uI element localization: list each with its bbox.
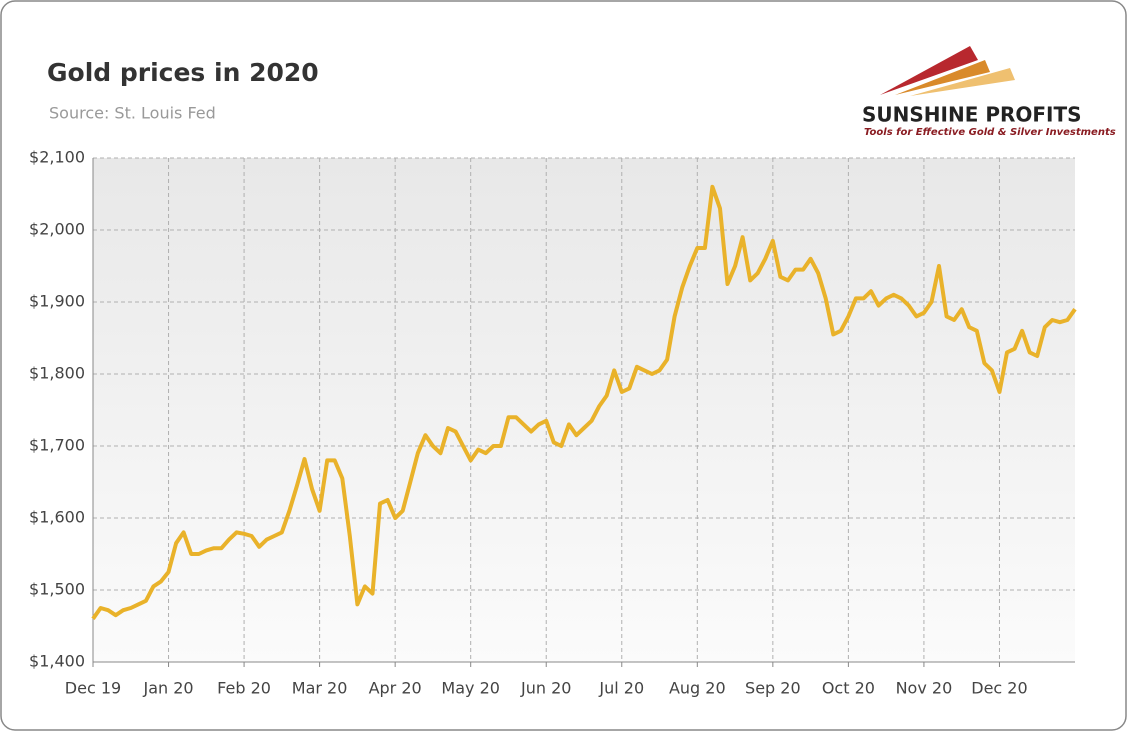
x-tick-label: Dec 19 xyxy=(65,679,121,698)
y-tick-label: $1,400 xyxy=(29,652,85,671)
y-tick-label: $1,700 xyxy=(29,436,85,455)
x-tick-label: Jun 20 xyxy=(520,679,571,698)
y-tick-label: $1,900 xyxy=(29,292,85,311)
chart-subtitle: Source: St. Louis Fed xyxy=(49,104,216,123)
chart-title: Gold prices in 2020 xyxy=(47,58,319,87)
x-tick-label: May 20 xyxy=(441,679,500,698)
price-line xyxy=(91,184,1077,620)
x-tick-label: Feb 20 xyxy=(217,679,271,698)
x-tick-label: Mar 20 xyxy=(292,679,348,698)
y-tick-label: $2,000 xyxy=(29,220,85,239)
x-tick-label: Dec 20 xyxy=(971,679,1027,698)
x-tick-label: Aug 20 xyxy=(669,679,726,698)
y-tick-label: $1,600 xyxy=(29,508,85,527)
x-tick-label: Apr 20 xyxy=(369,679,422,698)
x-tick-label: Nov 20 xyxy=(896,679,953,698)
logo-arrow xyxy=(880,46,978,95)
x-tick-label: Sep 20 xyxy=(745,679,801,698)
logo: SUNSHINE PROFITS Tools for Effective Gol… xyxy=(862,46,1116,138)
x-tick-label: Jan 20 xyxy=(142,679,193,698)
y-tick-label: $2,100 xyxy=(29,148,85,167)
logo-arrow xyxy=(895,60,990,95)
logo-tagline: Tools for Effective Gold & Silver Invest… xyxy=(864,127,1116,138)
logo-arrow xyxy=(910,68,1015,96)
x-tick-label: Jul 20 xyxy=(598,679,644,698)
logo-name: SUNSHINE PROFITS xyxy=(862,103,1082,127)
x-tick-label: Oct 20 xyxy=(822,679,875,698)
y-tick-label: $1,800 xyxy=(29,364,85,383)
plot-area xyxy=(93,158,1075,662)
y-tick-label: $1,500 xyxy=(29,580,85,599)
